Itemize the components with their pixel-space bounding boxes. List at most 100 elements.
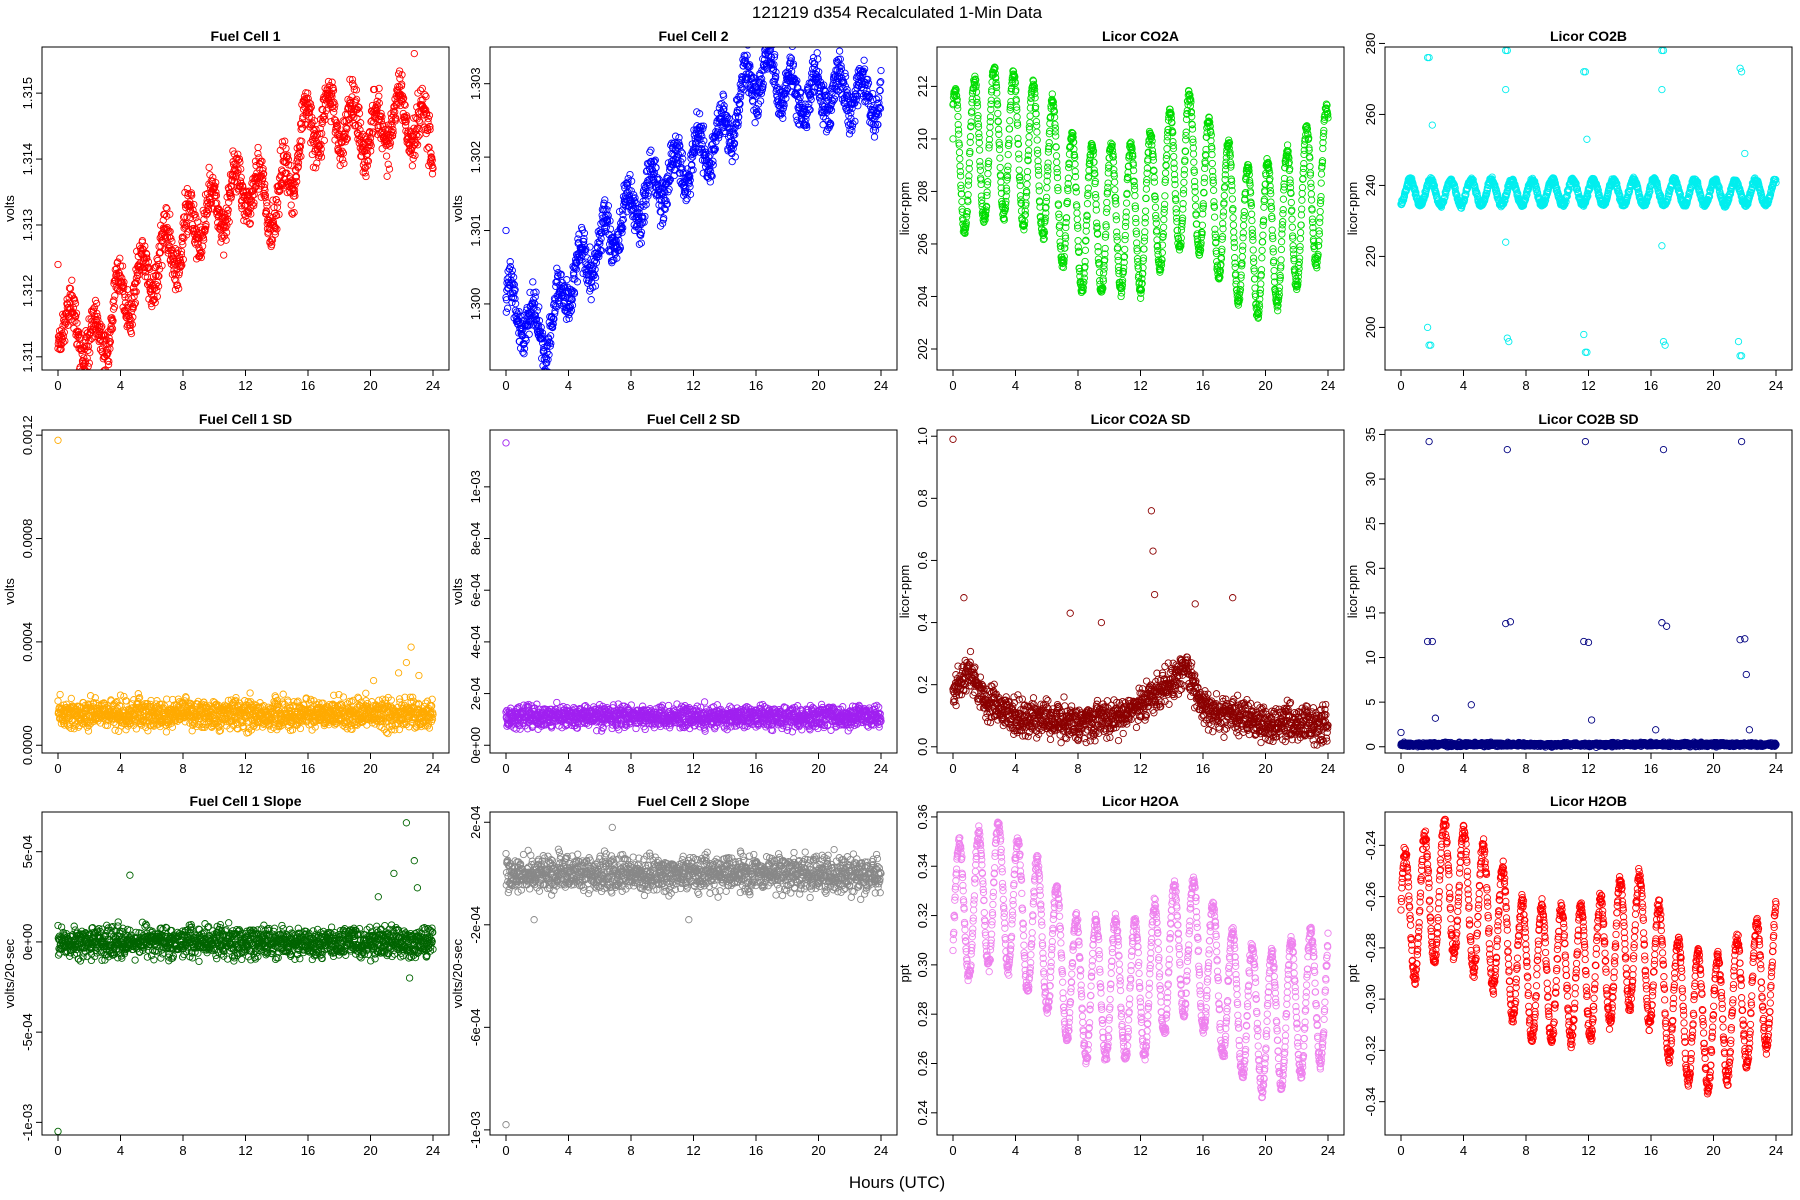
data-point (756, 97, 765, 105)
data-point (1079, 284, 1087, 292)
data-point (1052, 132, 1060, 140)
data-point (1316, 218, 1324, 227)
data-point (413, 141, 422, 149)
data-point (964, 197, 972, 206)
data-point (644, 192, 652, 200)
data-point (132, 288, 140, 296)
data-point (1035, 187, 1043, 195)
data-point (1294, 268, 1303, 277)
data-point (223, 210, 232, 218)
data-point (1072, 188, 1080, 196)
data-point (631, 194, 639, 202)
data-point (514, 316, 523, 325)
data-point (177, 247, 186, 256)
data-point (1009, 67, 1018, 76)
data-point (1141, 214, 1149, 222)
data-point (1152, 215, 1160, 223)
data-point (633, 220, 641, 228)
data-point (1160, 215, 1168, 224)
data-point (502, 308, 510, 316)
data-point (306, 105, 314, 113)
data-point (1099, 284, 1107, 293)
data-point (1199, 200, 1207, 208)
data-point (1318, 162, 1326, 170)
data-point (973, 95, 981, 103)
data-point (1306, 154, 1314, 162)
data-point (1161, 192, 1169, 200)
data-point (543, 359, 551, 367)
data-point (1118, 284, 1126, 292)
data-point (1051, 124, 1060, 132)
data-point (956, 167, 964, 176)
data-point (511, 300, 520, 308)
data-point (1160, 200, 1169, 209)
data-point (870, 133, 879, 141)
data-point (234, 150, 242, 158)
data-point (288, 210, 297, 218)
data-point (1016, 192, 1025, 200)
data-point (1147, 132, 1156, 140)
data-point (1287, 198, 1295, 207)
data-point (1297, 211, 1306, 219)
data-point (212, 178, 220, 187)
data-point (986, 118, 994, 126)
data-point (1297, 221, 1305, 229)
data-point (296, 144, 304, 152)
data-point (1030, 85, 1039, 94)
data-point (1044, 167, 1052, 175)
data-point (640, 218, 648, 226)
data-point (746, 63, 754, 71)
data-point (69, 303, 78, 312)
data-point (1101, 233, 1110, 241)
data-point (1142, 179, 1151, 187)
data-point (212, 191, 221, 200)
data-point (1188, 113, 1196, 121)
data-point (1250, 265, 1258, 273)
data-point (1093, 230, 1102, 238)
data-point (640, 182, 649, 190)
data-point (296, 143, 305, 151)
data-point (1209, 179, 1217, 187)
data-point (258, 157, 266, 165)
data-point (120, 278, 128, 286)
data-point (511, 286, 519, 294)
data-point (1083, 212, 1091, 220)
data-point (130, 300, 139, 309)
data-point (1255, 300, 1263, 308)
data-point (356, 119, 365, 127)
data-point (1229, 214, 1237, 222)
data-point (154, 260, 162, 269)
data-point (1172, 196, 1180, 205)
data-point (163, 205, 171, 213)
data-point (976, 166, 985, 174)
data-point (1277, 245, 1286, 254)
data-point (660, 214, 668, 222)
data-point (1128, 150, 1137, 158)
data-point (1138, 279, 1146, 288)
data-point (1198, 229, 1206, 237)
data-point (166, 227, 174, 236)
data-point (734, 118, 742, 127)
data-point (1320, 126, 1328, 135)
data-point (1044, 148, 1053, 156)
data-point (1221, 182, 1229, 191)
data-point (982, 206, 990, 214)
data-point (841, 72, 850, 81)
data-point (392, 114, 400, 122)
data-point (1031, 89, 1039, 98)
data-point (635, 240, 644, 248)
data-point (204, 205, 213, 214)
data-point (782, 86, 791, 95)
data-point (994, 125, 1003, 134)
data-point (616, 244, 625, 252)
data-point (1053, 165, 1061, 173)
data-point (1211, 225, 1219, 233)
x-tick-label: 4 (565, 378, 572, 393)
data-point (1122, 213, 1130, 221)
data-point (1109, 153, 1117, 161)
data-point (1141, 219, 1149, 227)
data-point (992, 74, 1000, 82)
data-point (547, 339, 555, 348)
data-point (1104, 183, 1112, 192)
data-point (238, 202, 246, 210)
